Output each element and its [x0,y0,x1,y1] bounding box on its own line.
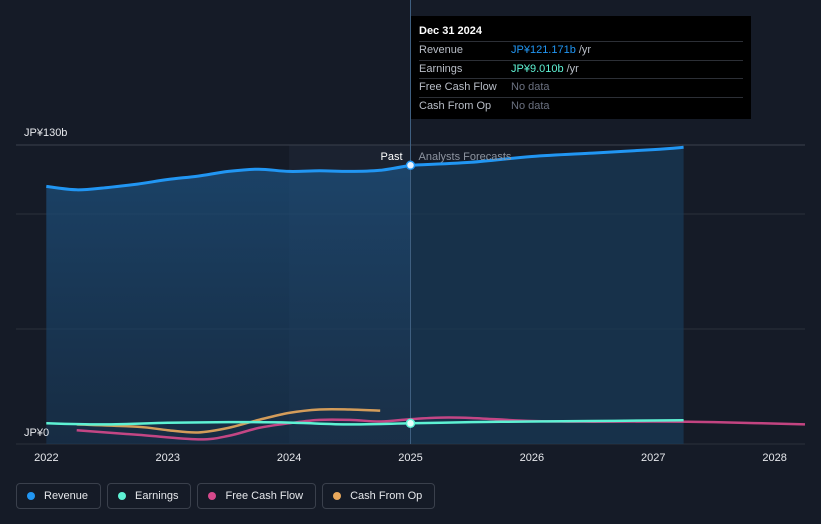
y-axis-top-label: JP¥130b [24,127,67,139]
forecast-label: Analysts Forecasts [419,151,512,163]
tooltip-row-cash-from-op: Cash From Op No data [419,96,743,116]
tooltip-row-revenue: Revenue JP¥121.171b /yr [419,41,743,60]
legend-label: Free Cash Flow [225,490,304,502]
tooltip-row-free-cash-flow: Free Cash Flow No data [419,78,743,97]
data-tooltip: Dec 31 2024 Revenue JP¥121.171b /yr Earn… [411,16,751,119]
legend-dot-icon [208,492,217,500]
x-tick-label: 2023 [155,452,179,464]
y-axis-bottom-label: JP¥0 [24,427,49,439]
legend-dot-icon [27,492,35,500]
tooltip-label: Earnings [419,62,463,75]
x-tick-label: 2027 [641,452,665,464]
chart-legend: Revenue Earnings Free Cash Flow Cash Fro… [16,483,436,509]
legend-dot-icon [333,492,342,500]
tooltip-row-earnings: Earnings JP¥9.010b /yr [419,59,743,79]
legend-dot-icon [118,492,127,500]
tooltip-value: JP¥121.171b [511,44,576,56]
tooltip-date: Dec 31 2024 [419,25,482,37]
series-line-revenue [46,163,411,192]
revenue-forecast-area [410,147,684,445]
legend-earnings[interactable]: Earnings [107,483,192,509]
revenue-marker [405,160,416,171]
tooltip-value: No data [511,81,550,93]
x-tick-label: 2025 [398,452,422,464]
tooltip-label: Revenue [419,44,464,56]
legend-label: Earnings [135,490,179,502]
revenue-past-area [46,165,411,445]
tooltip-unit: /yr [578,44,592,56]
legend-free-cash-flow[interactable]: Free Cash Flow [197,483,317,509]
legend-label: Cash From Op [350,490,423,502]
x-tick-label: 2024 [277,452,301,464]
earnings-marker [405,418,416,429]
financials-chart[interactable]: JP¥130b JP¥0 Past Analysts Forecasts 2022 202… [0,0,821,480]
tooltip-value: No data [511,99,550,112]
past-label: Past [380,151,402,163]
series-line-earnings [46,419,684,426]
x-tick-label: 2028 [762,452,786,464]
x-tick-label: 2026 [520,452,544,464]
x-tick-label: 2022 [34,452,58,464]
tooltip-label: Cash From Op [419,99,492,112]
tooltip-unit: /yr [566,62,579,75]
tooltip-label: Free Cash Flow [419,81,497,93]
legend-revenue[interactable]: Revenue [16,483,102,509]
series-line-revenue-forecast [410,145,684,167]
legend-label: Revenue [44,490,89,502]
legend-cash-from-op[interactable]: Cash From Op [322,483,436,509]
tooltip-value: JP¥9.010b [511,62,564,75]
series-line-cash-from-op [76,407,381,434]
